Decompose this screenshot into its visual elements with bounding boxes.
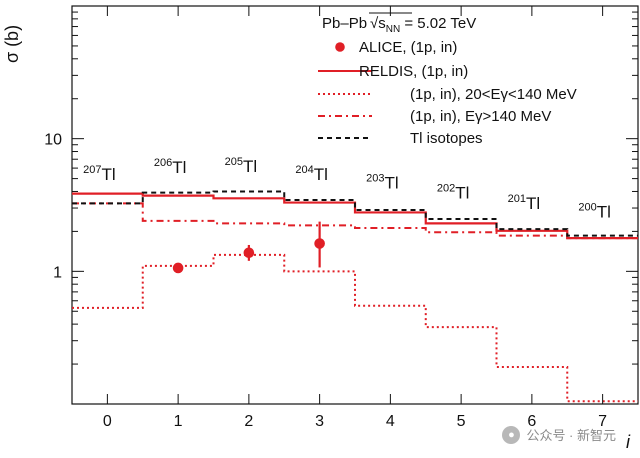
x-tick-label: 7 xyxy=(598,413,607,430)
isotope-mass: 202 xyxy=(437,182,455,194)
legend-label-reldis: RELDIS, (1p, in) xyxy=(359,63,468,80)
legend-header-energy-value: = 5.02 TeV xyxy=(400,15,476,32)
isotope-symbol: Tl xyxy=(243,157,257,176)
isotope-label: 201Tl xyxy=(508,193,541,213)
isotope-mass: 200 xyxy=(578,201,596,213)
series-low_energy-line xyxy=(72,253,638,403)
isotope-mass: 204 xyxy=(295,164,313,176)
watermark-text: 公众号 · 新智元 xyxy=(526,428,616,443)
isotope-symbol: Tl xyxy=(172,158,186,177)
isotope-label: 207Tl xyxy=(83,164,116,184)
isotope-symbol: Tl xyxy=(314,165,328,184)
legend: Pb–Pb √sNN = 5.02 TeV ALICE, (1p, in) RELDI… xyxy=(318,12,577,147)
legend-label-tl_isotopes: Tl isotopes xyxy=(410,130,483,147)
isotope-symbol: Tl xyxy=(384,174,398,193)
isotope-label: 202Tl xyxy=(437,182,470,202)
legend-label-high_energy: (1p, in), Eγ>140 MeV xyxy=(410,108,551,125)
legend-label-low_energy: (1p, in), 20<Eγ<140 MeV xyxy=(410,86,577,103)
isotope-label: 200Tl xyxy=(578,201,611,221)
watermark: ● 公众号 · 新智元 xyxy=(502,425,616,444)
alice-point xyxy=(243,247,255,259)
isotope-label: 204Tl xyxy=(295,164,328,184)
y-tick-label: 1 xyxy=(53,264,62,281)
x-tick-label: 1 xyxy=(174,413,183,430)
x-tick-label: 5 xyxy=(457,413,466,430)
series-layer xyxy=(72,190,638,403)
legend-header-system: Pb–Pb xyxy=(322,15,367,32)
isotope-symbol: Tl xyxy=(101,165,115,184)
alice-point xyxy=(172,262,184,274)
isotope-symbol: Tl xyxy=(597,202,611,221)
y-axis-label: σ (b) xyxy=(2,25,22,63)
isotope-mass: 201 xyxy=(508,193,526,205)
series-tl_isotopes-line xyxy=(72,190,638,237)
wechat-icon: ● xyxy=(502,425,521,444)
axes: 0 1 2 3 4 5 6 7 1 10 σ (b) i xyxy=(2,5,638,452)
isotope-symbol: Tl xyxy=(526,194,540,213)
x-tick-label: 3 xyxy=(315,413,324,430)
series-high_energy-line xyxy=(72,202,638,240)
x-axis-label: i xyxy=(626,432,631,452)
isotope-label: 206Tl xyxy=(154,157,187,177)
isotope-label: 203Tl xyxy=(366,173,399,193)
x-tick-label: 2 xyxy=(244,413,253,430)
y-tick-label: 10 xyxy=(44,132,62,149)
legend-label-alice: ALICE, (1p, in) xyxy=(359,39,457,56)
isotope-mass: 207 xyxy=(83,164,101,176)
legend-header-energy-label: √s xyxy=(370,15,386,32)
isotope-mass: 206 xyxy=(154,157,172,169)
isotope-mass: 203 xyxy=(366,173,384,185)
x-tick-label: 0 xyxy=(103,413,112,430)
isotope-mass: 205 xyxy=(225,156,243,168)
legend-header-energy: √sNN = 5.02 TeV xyxy=(370,15,476,35)
isotope-symbol: Tl xyxy=(455,183,469,202)
legend-sample-point xyxy=(335,42,345,52)
alice-point xyxy=(314,238,325,249)
isotope-label: 205Tl xyxy=(225,156,258,176)
legend-header-energy-subscript: NN xyxy=(386,24,400,35)
x-tick-label: 4 xyxy=(386,413,395,430)
x-tick-label: 6 xyxy=(527,413,536,430)
